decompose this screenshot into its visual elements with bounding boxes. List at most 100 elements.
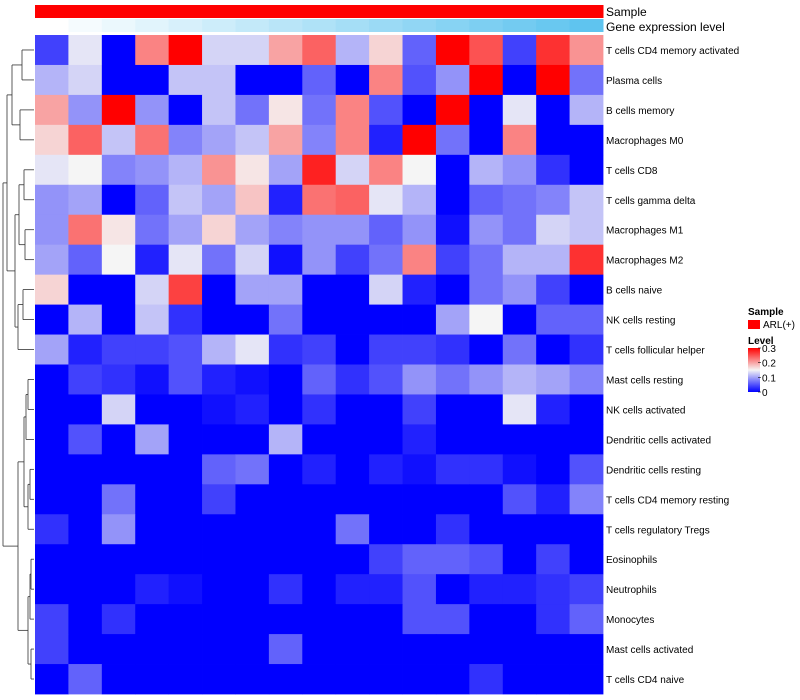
- heatmap-cell: [235, 454, 270, 485]
- heatmap-cell: [35, 304, 69, 335]
- heatmap-cell: [168, 184, 203, 216]
- heatmap-cell: [502, 214, 537, 246]
- heatmap-cell: [536, 274, 570, 305]
- heatmap-cell: [569, 514, 604, 545]
- sample-annotation-cell: [235, 5, 270, 18]
- heatmap-cell: [569, 394, 604, 425]
- heatmap-cell: [536, 154, 570, 186]
- heatmap-cell: [536, 664, 570, 695]
- heatmap-cell: [335, 244, 370, 276]
- heatmap-cell: [402, 514, 437, 545]
- sample-annotation-cell: [202, 5, 236, 18]
- heatmap-cell: [335, 514, 370, 545]
- sample-track-label: Sample: [606, 5, 647, 19]
- heatmap-cell: [335, 184, 370, 216]
- heatmap-cell: [502, 574, 537, 605]
- heatmap-cell: [502, 364, 537, 395]
- heatmap-cell: [168, 35, 203, 66]
- heatmap-cell: [168, 544, 203, 575]
- heatmap-cell: [502, 394, 537, 425]
- heatmap-cell: [435, 454, 470, 485]
- heatmap-cell: [502, 544, 537, 575]
- heatmap-cell: [536, 604, 570, 635]
- heatmap-cell: [302, 634, 337, 665]
- heatmap-cell: [168, 454, 203, 485]
- heatmap-cell: [502, 154, 537, 186]
- heatmap-cell: [569, 154, 604, 186]
- row-label: T cells CD4 memory resting: [606, 495, 729, 506]
- heatmap-cell: [35, 484, 69, 515]
- heatmap-cell: [202, 394, 236, 425]
- heatmap-cell: [469, 334, 504, 365]
- heatmap-cell: [302, 544, 337, 575]
- legend: Sample ARL(+) Level 0.3 0.2 0.1 0: [748, 307, 795, 399]
- heatmap-cell: [68, 35, 103, 66]
- heatmap-cell: [369, 64, 403, 96]
- heatmap-cell: [101, 364, 136, 395]
- heatmap-cell: [202, 664, 236, 695]
- heatmap-cell: [101, 604, 136, 635]
- heatmap-cell: [302, 424, 337, 455]
- sample-annotation-cell: [68, 5, 103, 18]
- heatmap-cell: [35, 64, 69, 96]
- heatmap-cell: [369, 214, 403, 246]
- heatmap-cell: [302, 304, 337, 335]
- row-label: T cells CD4 memory activated: [606, 46, 739, 57]
- heatmap-cell: [268, 544, 303, 575]
- heatmap-cell: [202, 184, 236, 216]
- heatmap-cell: [435, 244, 470, 276]
- heatmap-cell: [369, 424, 403, 455]
- row-label: Macrophages M0: [606, 136, 684, 147]
- heatmap-cell: [369, 124, 403, 156]
- heatmap-cell: [402, 124, 437, 156]
- heatmap-cell: [569, 124, 604, 156]
- heatmap-cell: [135, 664, 170, 695]
- heatmap-cell: [101, 64, 136, 96]
- heatmap-cell: [135, 634, 170, 665]
- heatmap-cell: [402, 214, 437, 246]
- heatmap-cell: [235, 154, 270, 186]
- heatmap-cell: [302, 604, 337, 635]
- heatmap-cell: [168, 574, 203, 605]
- heatmap-cell: [101, 94, 136, 126]
- heatmap-cell: [235, 514, 270, 545]
- heatmap-cell: [402, 484, 437, 515]
- sample-annotation-cell: [35, 5, 69, 18]
- expression-annotation-cell: [335, 19, 370, 32]
- heatmap-cell: [101, 544, 136, 575]
- heatmap-cell: [35, 634, 69, 665]
- heatmap-cell: [469, 514, 504, 545]
- legend-tick-label: 0.1: [762, 373, 776, 384]
- heatmap-cell: [469, 484, 504, 515]
- heatmap-cell: [168, 634, 203, 665]
- heatmap-cell: [502, 634, 537, 665]
- heatmap-cell: [536, 364, 570, 395]
- expression-annotation-cell: [268, 19, 303, 32]
- heatmap-cell: [502, 334, 537, 365]
- sample-annotation-cell: [302, 5, 337, 18]
- heatmap-cell: [35, 574, 69, 605]
- heatmap-cell: [135, 35, 170, 66]
- heatmap-cell: [435, 604, 470, 635]
- heatmap-cell: [268, 454, 303, 485]
- legend-tick-label: 0.2: [762, 359, 776, 370]
- heatmap-cell: [202, 35, 236, 66]
- heatmap-cell: [335, 634, 370, 665]
- heatmap-cell: [202, 364, 236, 395]
- heatmap-cell: [35, 454, 69, 485]
- heatmap-cell: [469, 604, 504, 635]
- heatmap-cell: [335, 154, 370, 186]
- heatmap-cell: [335, 544, 370, 575]
- row-label: Macrophages M2: [606, 256, 684, 267]
- heatmap-cell: [335, 35, 370, 66]
- legend-tick-label: 0: [762, 388, 768, 399]
- heatmap-cell: [335, 304, 370, 335]
- row-label: T cells follicular helper: [606, 346, 705, 357]
- heatmap-cell: [135, 124, 170, 156]
- expression-annotation-cell: [435, 19, 470, 32]
- expression-annotation-cell: [369, 19, 404, 32]
- row-label: T cells gamma delta: [606, 196, 696, 207]
- heatmap-cell: [435, 124, 470, 156]
- heatmap-cell: [68, 214, 103, 246]
